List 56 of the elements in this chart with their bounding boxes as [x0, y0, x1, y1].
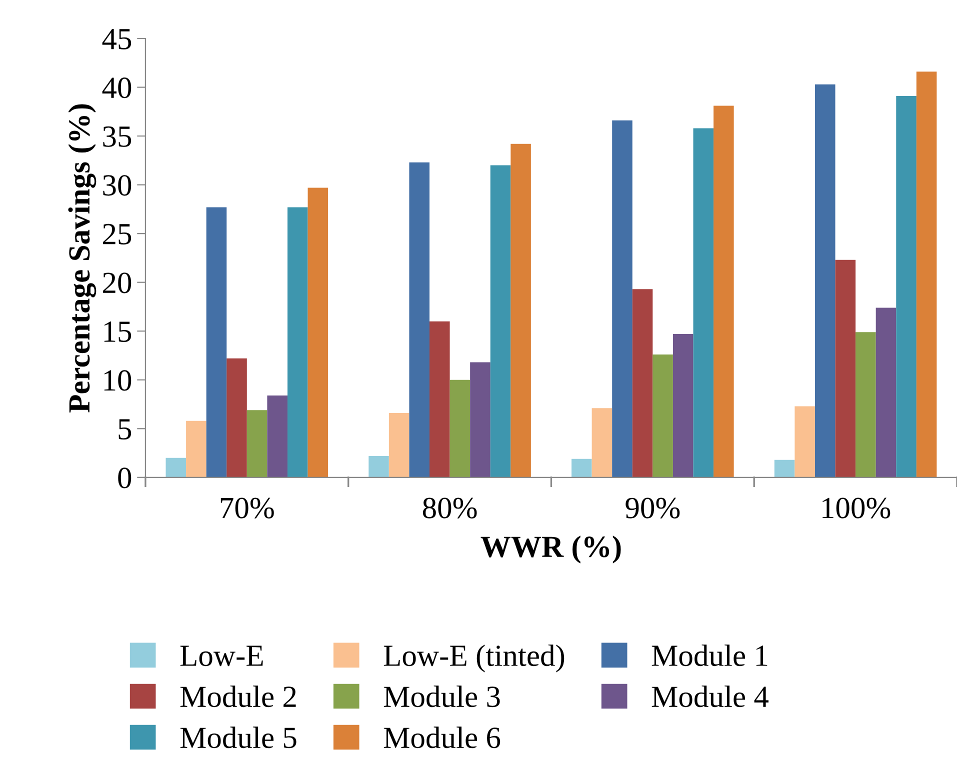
y-tick-label: 45 — [102, 28, 132, 50]
bar — [267, 395, 288, 478]
bar — [388, 413, 410, 478]
bar — [856, 332, 876, 478]
y-tick-label: 10 — [104, 370, 132, 391]
bar — [714, 106, 734, 478]
bar — [672, 334, 694, 478]
legend-label: Module 4 — [652, 686, 768, 708]
legend-label: Low-E — [180, 646, 263, 666]
bar — [166, 458, 186, 478]
legend-label: Module 1 — [652, 644, 768, 666]
bar — [612, 120, 632, 478]
bar — [186, 420, 206, 478]
x-tick-label: 80% — [422, 498, 477, 518]
bar — [246, 410, 268, 478]
bar — [510, 144, 531, 478]
bar — [226, 358, 247, 478]
y-tick-label: 20 — [103, 272, 132, 294]
bar — [693, 128, 714, 478]
legend-label: Low-E (tinted) — [384, 644, 564, 672]
bar — [430, 321, 450, 478]
y-tick-label: 25 — [103, 224, 132, 244]
x-axis-title: WWR (%) — [480, 536, 621, 564]
bar — [572, 458, 592, 478]
y-axis-title: Percentage Savings (%) — [68, 104, 96, 412]
bar — [652, 354, 673, 478]
legend-label: Module 2 — [180, 686, 296, 708]
bar — [490, 165, 511, 478]
bar — [409, 162, 430, 478]
bar — [368, 456, 389, 478]
y-tick-label: 30 — [103, 175, 132, 196]
legend-label: Module 5 — [180, 726, 296, 748]
x-tick-label: 70% — [220, 498, 274, 518]
bar — [794, 406, 815, 478]
bar — [876, 308, 896, 478]
bar — [592, 408, 612, 478]
bar — [450, 380, 470, 478]
bar — [470, 362, 490, 478]
bar — [287, 207, 308, 478]
x-tick-label: 90% — [626, 498, 680, 518]
y-tick-label: 40 — [102, 78, 132, 98]
legend-label: Module 3 — [384, 686, 500, 708]
bar — [632, 289, 653, 478]
bar — [916, 72, 937, 478]
bar — [206, 207, 227, 478]
bar — [774, 460, 795, 478]
bar — [835, 260, 856, 478]
bar — [814, 84, 836, 478]
y-tick-label: 15 — [104, 322, 132, 342]
bar — [308, 188, 328, 478]
x-tick-label: 100% — [822, 498, 890, 518]
bar — [896, 96, 916, 478]
y-tick-label: 5 — [118, 419, 132, 440]
y-tick-label: 0 — [118, 468, 132, 488]
legend-label: Module 6 — [384, 726, 500, 748]
y-tick-label: 35 — [103, 126, 132, 147]
